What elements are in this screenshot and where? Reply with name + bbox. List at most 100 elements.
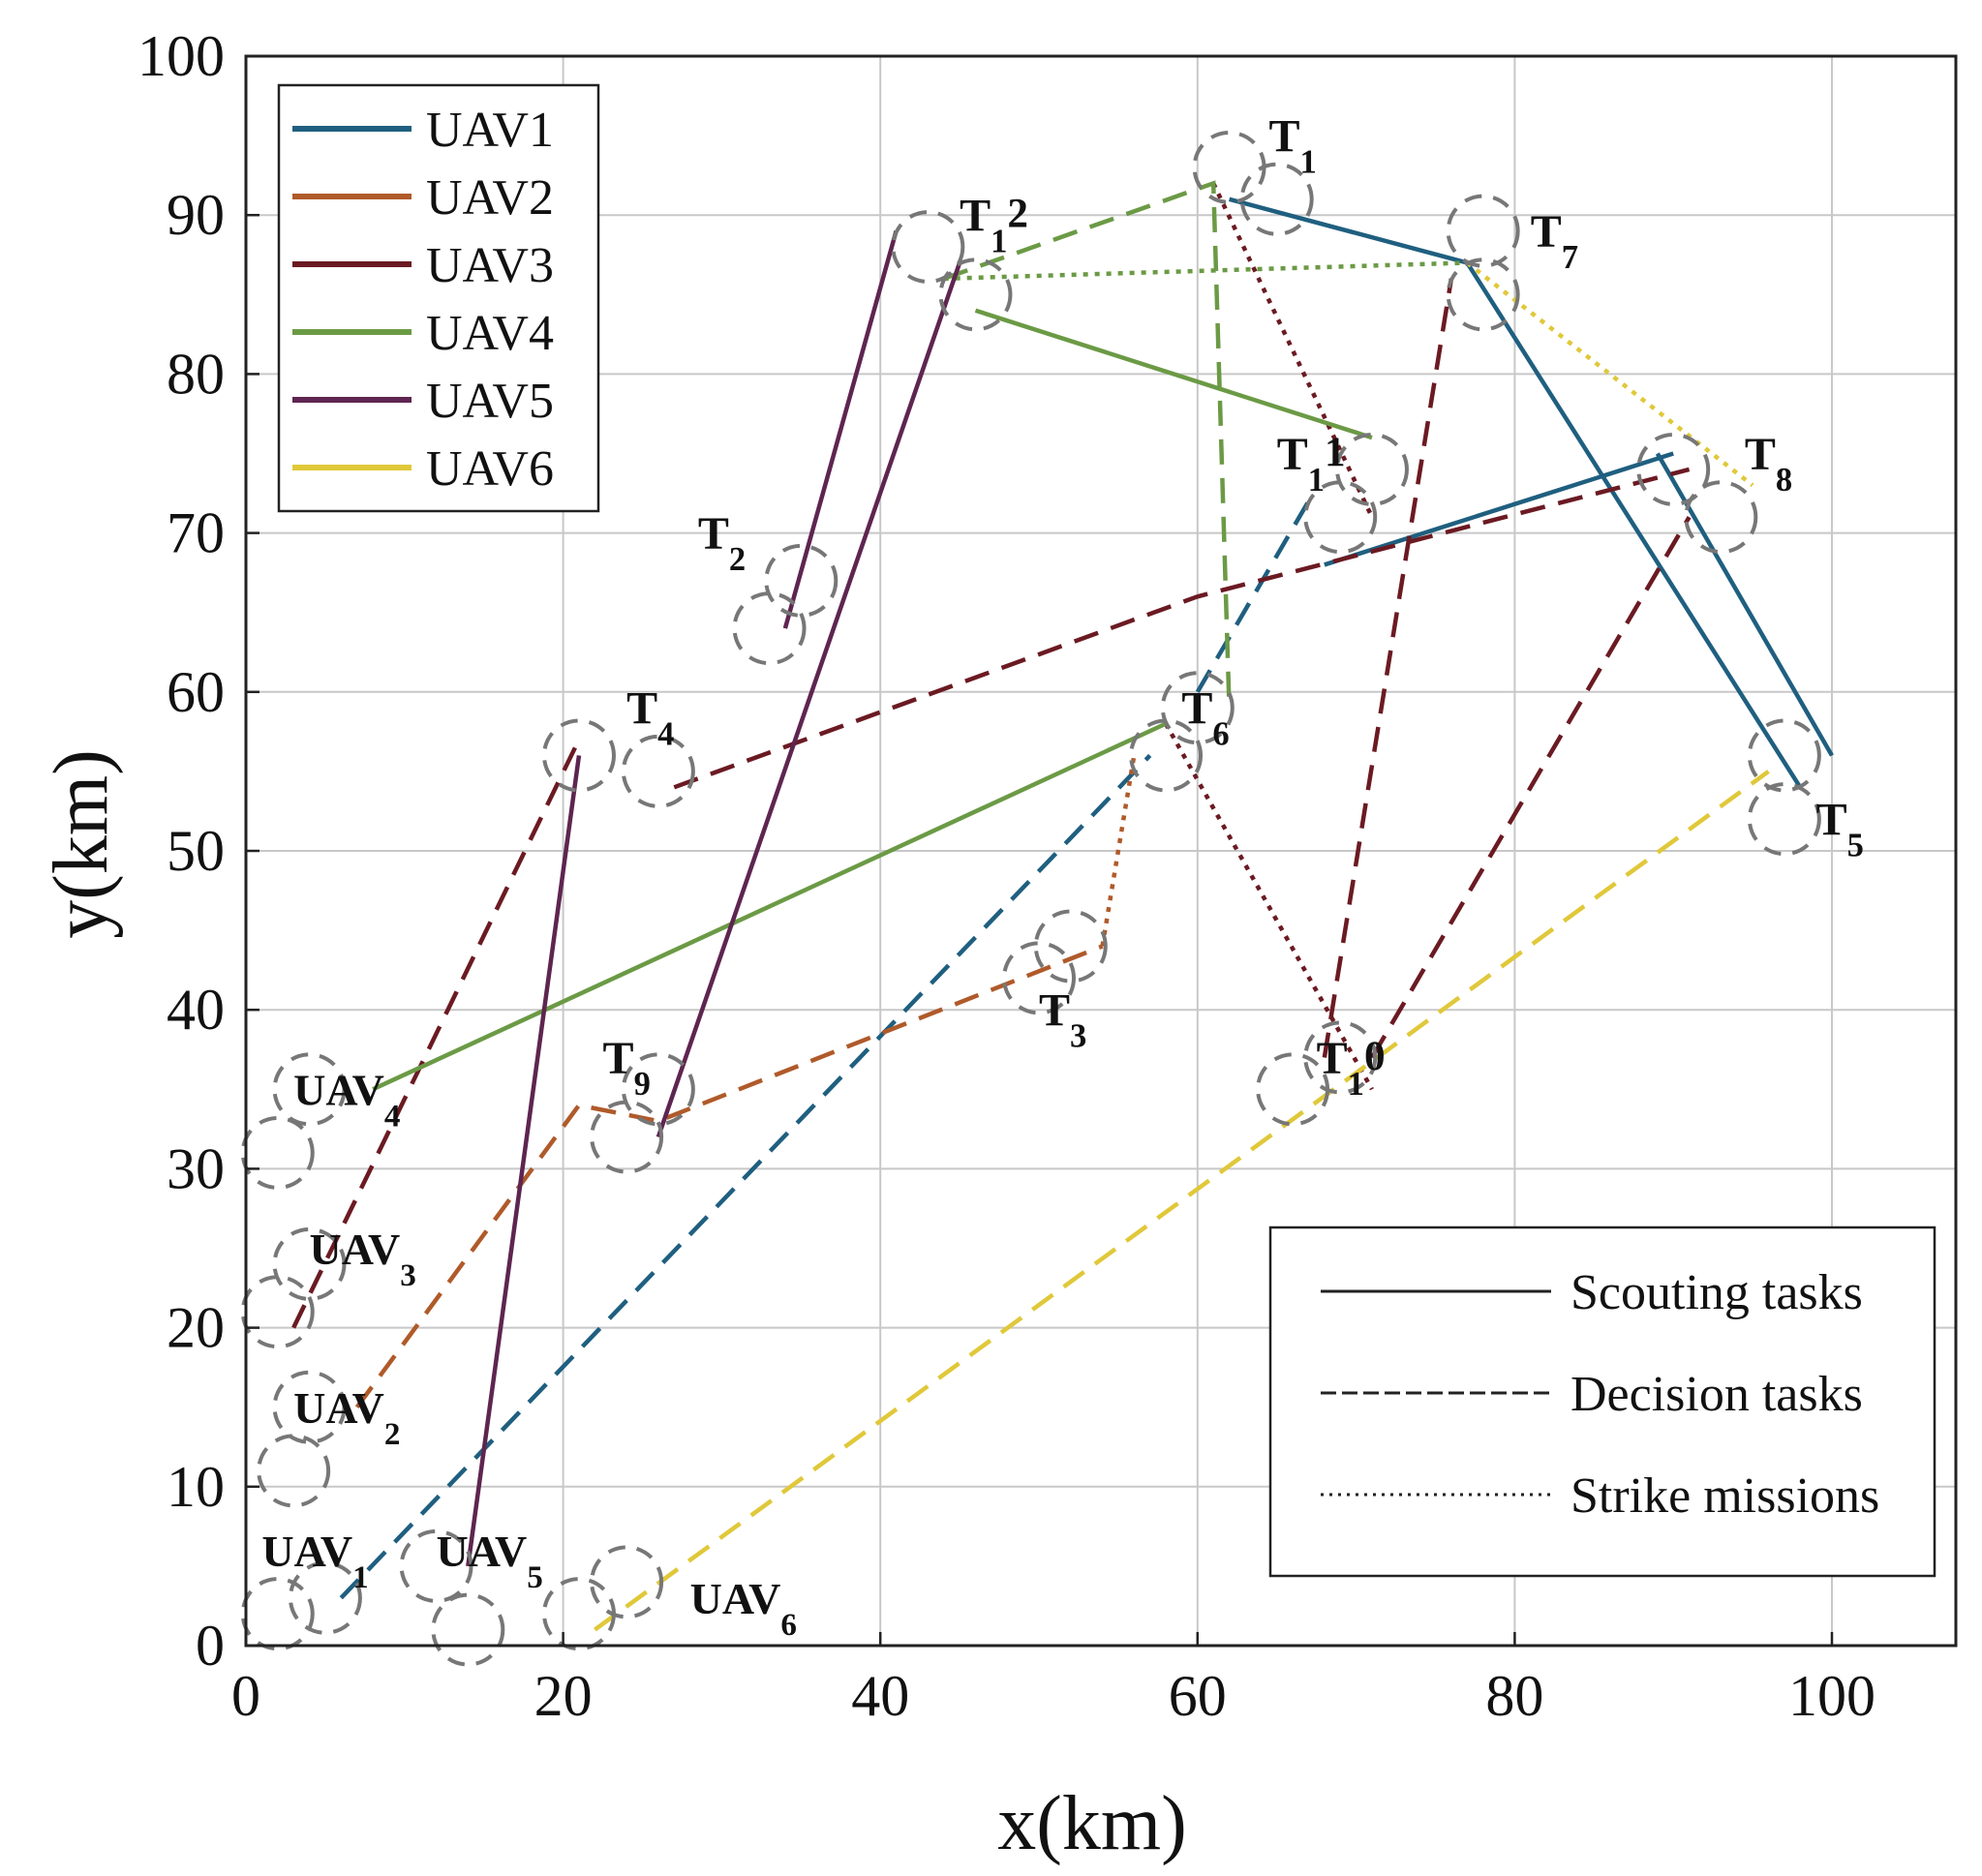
zone-circle <box>1446 194 1520 268</box>
path-uav3-dotted <box>1164 722 1374 1091</box>
x-axis-label: x(km) <box>997 1781 1187 1866</box>
path-uav3-dotted <box>1211 182 1375 519</box>
legend-label-uav4: UAV4 <box>426 306 554 361</box>
zone-circle <box>621 734 695 808</box>
zone-circle <box>891 210 965 285</box>
zone-circle <box>240 1275 315 1349</box>
zone-circle <box>541 718 616 793</box>
task-circles <box>240 130 1821 1667</box>
zone-circle <box>1747 718 1821 793</box>
annotation-label: T10 <box>1317 1033 1386 1103</box>
legend-label-dashed: Decision tasks <box>1570 1367 1863 1422</box>
annotations: UAV1 UAV2 UAV3 UAV4 UAV5 UAV6 T1 T2 T3 T4 T5 T6 T7 T8… <box>261 111 1864 1644</box>
x-tick-label: 0 <box>231 1664 260 1728</box>
path-uav5-solid <box>656 261 962 1138</box>
legend-label-uav3: UAV3 <box>426 238 554 293</box>
y-tick-label: 30 <box>167 1136 225 1200</box>
path-uav4-solid <box>974 308 1373 440</box>
zone-circle <box>1684 480 1758 555</box>
x-tick-label: 80 <box>1485 1664 1543 1728</box>
legend-label-uav5: UAV5 <box>426 374 554 429</box>
legend-tasks: Scouting tasks Decision tasks Strike missi… <box>1268 1225 1936 1578</box>
series-uav6 <box>594 260 1770 1632</box>
annotation-label: T12 <box>960 191 1028 260</box>
zone-circle <box>257 1434 331 1508</box>
annotation-label: UAV2 <box>293 1383 400 1452</box>
zone-circle <box>1747 782 1821 857</box>
zone-circle <box>590 1100 664 1174</box>
zone-circle <box>1033 909 1108 983</box>
zone-circle <box>541 1577 616 1651</box>
zone-circle <box>1334 432 1409 506</box>
annotation-label: T4 <box>626 683 674 753</box>
y-tick-label: 80 <box>167 342 225 406</box>
zone-circle <box>1303 480 1378 555</box>
zone-circle <box>272 1370 347 1444</box>
zone-circle <box>1160 671 1235 745</box>
zone-circle <box>938 257 1013 332</box>
legend-label-uav2: UAV2 <box>426 170 554 226</box>
annotation-label: UAV1 <box>261 1527 368 1595</box>
x-tick-label: 20 <box>534 1664 593 1728</box>
annotation-label: T3 <box>1039 985 1086 1055</box>
series-uav5 <box>466 230 962 1567</box>
zone-circle <box>590 1545 664 1619</box>
x-tick-label: 100 <box>1788 1664 1875 1728</box>
zone-circle <box>240 1115 315 1190</box>
path-uav1-solid <box>1655 452 1834 757</box>
legend-label-uav6: UAV6 <box>426 441 554 497</box>
x-tick-label: 60 <box>1169 1664 1227 1728</box>
zone-circle <box>288 1560 362 1635</box>
path-uav4-solid <box>372 721 1167 1092</box>
y-tick-label: 70 <box>167 501 225 565</box>
annotation-label: UAV3 <box>310 1225 416 1293</box>
path-uav6-dotted <box>1465 260 1754 488</box>
zone-circle <box>1192 130 1266 204</box>
zone-circle <box>1303 1020 1378 1095</box>
path-uav3-dashed <box>291 739 582 1329</box>
y-tick-label: 60 <box>167 660 225 724</box>
legend-label-uav1: UAV1 <box>426 103 554 158</box>
zone-circle <box>1239 162 1314 236</box>
series-uav2 <box>354 755 1137 1409</box>
legend-label-solid: Scouting tasks <box>1570 1265 1863 1320</box>
zone-circle <box>1446 257 1520 332</box>
path-uav1-dashed <box>1195 499 1311 693</box>
x-tick-label: 40 <box>851 1664 909 1728</box>
y-tick-label: 100 <box>137 24 225 88</box>
legend-uav: UAV1 UAV2 UAV3 UAV4 UAV5 UAV6 <box>277 83 600 513</box>
path-uav3-dashed <box>1370 516 1692 1059</box>
path-uav4-dotted <box>943 260 1468 282</box>
axis-ticks: 0 20 40 60 80 100 0 10 20 30 40 50 60 70 80 90 100 <box>137 24 1875 1728</box>
annotation-label: T11 <box>1277 429 1346 499</box>
y-tick-label: 20 <box>167 1296 225 1360</box>
y-tick-label: 0 <box>196 1614 225 1678</box>
zone-circle <box>272 1052 347 1127</box>
zone-circle <box>1636 432 1711 506</box>
y-tick-label: 50 <box>167 819 225 883</box>
path-uav1-solid <box>1324 451 1674 567</box>
annotation-label: UAV4 <box>293 1066 400 1135</box>
annotation-label: T7 <box>1531 206 1578 276</box>
zone-circle <box>240 1577 315 1651</box>
zone-circle <box>399 1528 473 1603</box>
path-uav1-dashed <box>339 753 1152 1600</box>
path-uav2-dotted <box>1100 755 1137 947</box>
path-uav2-dashed <box>354 944 1104 1409</box>
annotation-label: T8 <box>1745 429 1792 499</box>
series-layer <box>291 180 1834 1632</box>
path-uav3-dashed <box>1322 278 1454 1058</box>
zone-circle <box>764 543 839 618</box>
annotation-label: T2 <box>698 508 746 578</box>
annotation-label: UAV6 <box>690 1574 797 1643</box>
y-tick-label: 40 <box>167 978 225 1042</box>
zone-circle <box>621 1052 695 1127</box>
annotation-label: T9 <box>603 1033 651 1103</box>
zone-circle <box>1002 941 1076 1015</box>
annotation-label: UAV5 <box>437 1527 543 1595</box>
series-uav4 <box>372 180 1468 1092</box>
y-axis-label: y(km) <box>39 749 124 939</box>
series-uav3 <box>291 182 1692 1329</box>
zone-circle <box>272 1226 347 1301</box>
